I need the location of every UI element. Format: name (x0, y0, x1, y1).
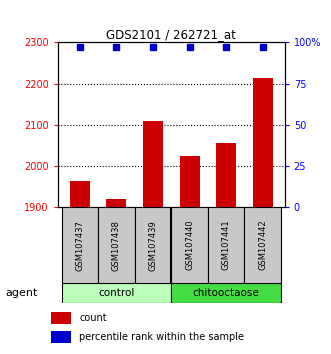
Text: GSM107439: GSM107439 (149, 220, 158, 270)
Bar (62, 207, 98, 283)
Bar (98, 207, 135, 283)
Bar (179, 156, 200, 207)
Bar (135, 207, 171, 283)
Bar (216, 143, 236, 207)
Bar (62, 283, 171, 303)
Text: agent: agent (5, 288, 37, 298)
Bar (143, 121, 163, 207)
Bar (51, 312, 71, 324)
Bar (253, 78, 273, 207)
Title: GDS2101 / 262721_at: GDS2101 / 262721_at (106, 28, 236, 41)
Text: GSM107441: GSM107441 (222, 220, 231, 270)
Bar (171, 207, 208, 283)
Text: chitooctaose: chitooctaose (193, 288, 260, 298)
Bar (208, 207, 244, 283)
Bar (171, 283, 281, 303)
Bar (106, 199, 126, 207)
Text: GSM107442: GSM107442 (258, 220, 267, 270)
Bar (244, 207, 281, 283)
Text: count: count (79, 313, 107, 323)
Text: GSM107437: GSM107437 (75, 220, 84, 270)
Bar (70, 181, 90, 207)
Text: control: control (98, 288, 135, 298)
Text: GSM107438: GSM107438 (112, 220, 121, 270)
Text: GSM107440: GSM107440 (185, 220, 194, 270)
Text: percentile rank within the sample: percentile rank within the sample (79, 332, 244, 342)
Bar (51, 331, 71, 343)
